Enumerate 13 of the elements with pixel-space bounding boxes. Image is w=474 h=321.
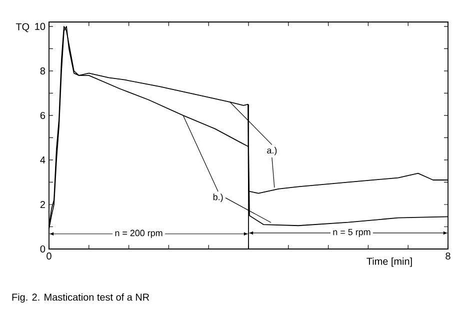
y-tick-label: 0 [40,245,46,253]
annotation: b.) [213,194,223,202]
y-axis-title: TQ [16,23,30,32]
x-axis-title: Time [min] [366,258,412,267]
y-tick-label: 4 [40,156,46,164]
caption: Fig. 2. Mastication test of a NR [12,293,150,303]
y-tick-label: 10 [35,22,46,30]
y-tick-label: 2 [40,201,45,208]
y-tick-label: 6 [40,112,46,119]
annotation: n = 200 rpm [115,230,162,238]
y-tick-label: 8 [40,67,46,74]
annotation: a.) [267,146,277,156]
annotation: n = 5 rpm [333,228,370,237]
